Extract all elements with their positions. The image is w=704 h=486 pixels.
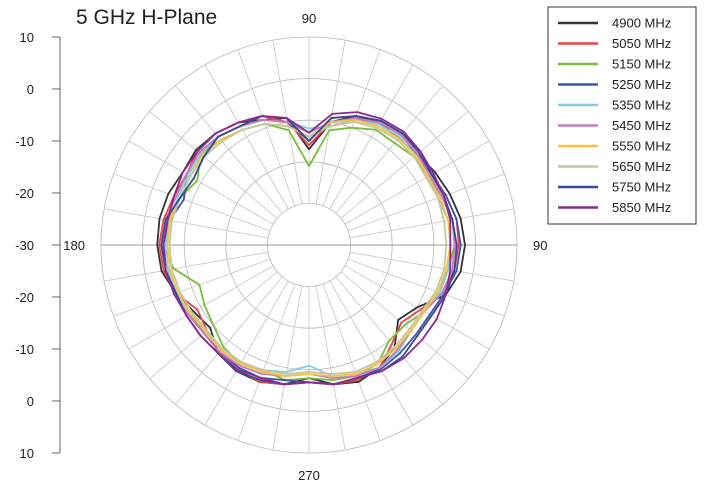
grid-spoke (174, 276, 283, 405)
grid-spoke (149, 110, 278, 219)
grid-spoke (349, 251, 514, 282)
grid-spoke (128, 140, 274, 225)
grid-spoke (272, 285, 303, 450)
grid-spoke (204, 280, 289, 426)
radial-tick-label: 0 (27, 82, 34, 97)
radial-tick-label: -20 (15, 186, 34, 201)
polar-grid (100, 36, 518, 454)
radial-tick-label: -10 (15, 342, 34, 357)
chart-title: 5 GHz H-Plane (76, 6, 218, 29)
grid-spoke (174, 85, 283, 214)
radial-axis: 10 0 -10 -20 -30 -20 -10 0 10 (15, 30, 61, 461)
radial-tick-label: 10 (20, 446, 34, 461)
radial-tick-label: -10 (15, 134, 34, 149)
legend-label: 5250 MHz (612, 77, 671, 92)
grid-spoke (335, 85, 444, 214)
angle-label-left: 180 (63, 238, 85, 253)
radial-tick-label: -20 (15, 290, 34, 305)
legend-label: 5050 MHz (612, 36, 671, 51)
angle-label-right: 90 (533, 238, 547, 253)
grid-spoke (104, 208, 269, 239)
series-line-5850-mhz (162, 111, 452, 386)
grid-spoke (128, 265, 274, 350)
angle-labels: 90 270 180 90 (63, 11, 547, 483)
legend-label: 5450 MHz (612, 118, 671, 133)
grid-spoke (237, 49, 296, 207)
angle-label-bottom: 270 (298, 468, 320, 481)
grid-spoke (113, 258, 271, 317)
grid-spoke (237, 283, 296, 441)
radial-tick-label: 0 (27, 394, 34, 409)
grid-spoke (344, 140, 490, 225)
legend-label: 4900 MHz (612, 16, 671, 31)
grid-spoke (329, 280, 414, 426)
grid-spoke (322, 283, 381, 441)
angle-label-top: 90 (302, 11, 316, 26)
grid-spoke (329, 64, 414, 210)
grid-spoke (347, 258, 505, 317)
grid-spoke (315, 285, 346, 450)
legend: 4900 MHz 5050 MHz 5150 MHz 5250 MHz 5350 MHz… (547, 6, 697, 225)
grid-spoke (204, 64, 289, 210)
legend-label: 5650 MHz (612, 159, 671, 174)
radial-tick-label: 10 (20, 30, 34, 45)
legend-label: 5150 MHz (612, 57, 671, 72)
grid-spoke (347, 173, 505, 232)
grid-spoke (340, 110, 469, 219)
legend-label: 5550 MHz (612, 139, 671, 154)
grid-spoke (104, 251, 269, 282)
legend-label: 5750 MHz (612, 180, 671, 195)
series-line-5550-mhz (166, 119, 452, 378)
legend-label: 5850 MHz (612, 200, 671, 215)
legend-label: 5350 MHz (612, 98, 671, 113)
grid-spoke (113, 173, 271, 232)
radial-tick-label: -30 (15, 238, 34, 253)
grid-spoke (349, 208, 514, 239)
series-lines (156, 111, 466, 386)
series-line-5650-mhz (168, 121, 448, 375)
